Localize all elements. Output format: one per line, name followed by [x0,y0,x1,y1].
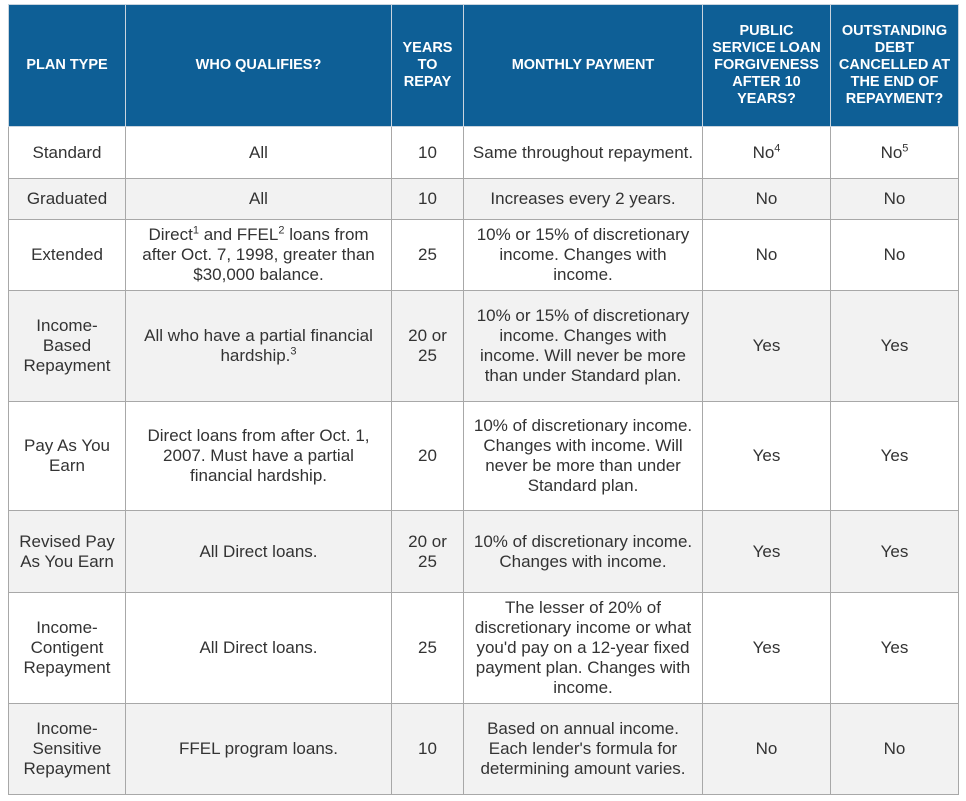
col-header-plan-type: PLAN TYPE [8,4,126,127]
debt-cancelled-cell: Yes [830,510,959,593]
payment-cell: Based on annual income. Each lender's fo… [463,703,703,795]
plan-type-cell: Revised Pay As You Earn [8,510,126,593]
debt-cancelled-cell: Yes [830,592,959,704]
who-qualifies-cell: All who have a partial financial hardshi… [125,290,392,402]
plan-type-cell: Income-Based Repayment [8,290,126,402]
years-cell: 10 [391,126,464,179]
plan-type-cell: Income-Contigent Repayment [8,592,126,704]
debt-cancelled-value: No [880,142,903,162]
pslf-cell: No [702,178,831,220]
table-row: Income-Contigent Repayment All Direct lo… [8,592,959,704]
who-qualifies-cell: FFEL program loans. [125,703,392,795]
payment-cell: The lesser of 20% of discretionary incom… [463,592,703,704]
debt-cancelled-cell: No [830,178,959,220]
who-qualifies-cell: Direct loans from after Oct. 1, 2007. Mu… [125,401,392,511]
payment-cell: 10% or 15% of discretionary income. Chan… [463,219,703,291]
pslf-cell: No [702,219,831,291]
years-cell: 20 or 25 [391,290,464,402]
pslf-cell: Yes [702,592,831,704]
debt-cancelled-cell: Yes [830,290,959,402]
years-cell: 25 [391,592,464,704]
who-qualifies-cell: All [125,126,392,179]
header-row: PLAN TYPE WHO QUALIFIES? YEARS TO REPAY … [8,4,959,127]
plan-type-cell: Income-Sensitive Repayment [8,703,126,795]
debt-cancelled-cell: No5 [830,126,959,179]
who-qualifies-cell: All [125,178,392,220]
repayment-plans-table: PLAN TYPE WHO QUALIFIES? YEARS TO REPAY … [8,4,959,795]
table-row: Revised Pay As You Earn All Direct loans… [8,510,959,593]
years-cell: 20 [391,401,464,511]
footnote-marker: 5 [902,141,909,154]
payment-cell: 10% or 15% of discretionary income. Chan… [463,290,703,402]
table-row: Graduated All 10 Increases every 2 years… [8,178,959,220]
pslf-cell: No [702,703,831,795]
who-qualifies-cell: Direct1 and FFEL2 loans from after Oct. … [125,219,392,291]
footnote-marker: 2 [278,224,285,237]
pslf-cell: Yes [702,401,831,511]
pslf-value: No [752,142,775,162]
pslf-cell: Yes [702,290,831,402]
years-cell: 10 [391,178,464,220]
who-qualifies-cell: All Direct loans. [125,510,392,593]
who-qualifies-cell: All Direct loans. [125,592,392,704]
table-row: Extended Direct1 and FFEL2 loans from af… [8,219,959,291]
footnote-marker: 3 [290,345,297,358]
col-header-monthly-payment: MONTHLY PAYMENT [463,4,703,127]
pslf-cell: No4 [702,126,831,179]
plan-type-cell: Graduated [8,178,126,220]
footnote-marker: 4 [774,141,781,154]
col-header-debt-cancelled: OUTSTANDING DEBT CANCELLED AT THE END OF… [830,4,959,127]
payment-cell: 10% of discretionary income. Changes wit… [463,401,703,511]
debt-cancelled-cell: No [830,703,959,795]
table-row: Pay As You Earn Direct loans from after … [8,401,959,511]
debt-cancelled-cell: No [830,219,959,291]
years-cell: 10 [391,703,464,795]
payment-cell: 10% of discretionary income. Changes wit… [463,510,703,593]
col-header-years-to-repay: YEARS TO REPAY [391,4,464,127]
plan-type-cell: Pay As You Earn [8,401,126,511]
debt-cancelled-cell: Yes [830,401,959,511]
payment-cell: Same throughout repayment. [463,126,703,179]
col-header-pslf: PUBLIC SERVICE LOAN FORGIVENESS AFTER 10… [702,4,831,127]
table-row: Income-Based Repayment All who have a pa… [8,290,959,402]
years-cell: 25 [391,219,464,291]
plan-type-cell: Standard [8,126,126,179]
plan-type-cell: Extended [8,219,126,291]
table-row: Standard All 10 Same throughout repaymen… [8,126,959,179]
footnote-marker: 1 [192,224,199,237]
pslf-cell: Yes [702,510,831,593]
table-row: Income-Sensitive Repayment FFEL program … [8,703,959,795]
payment-cell: Increases every 2 years. [463,178,703,220]
col-header-who-qualifies: WHO QUALIFIES? [125,4,392,127]
years-cell: 20 or 25 [391,510,464,593]
